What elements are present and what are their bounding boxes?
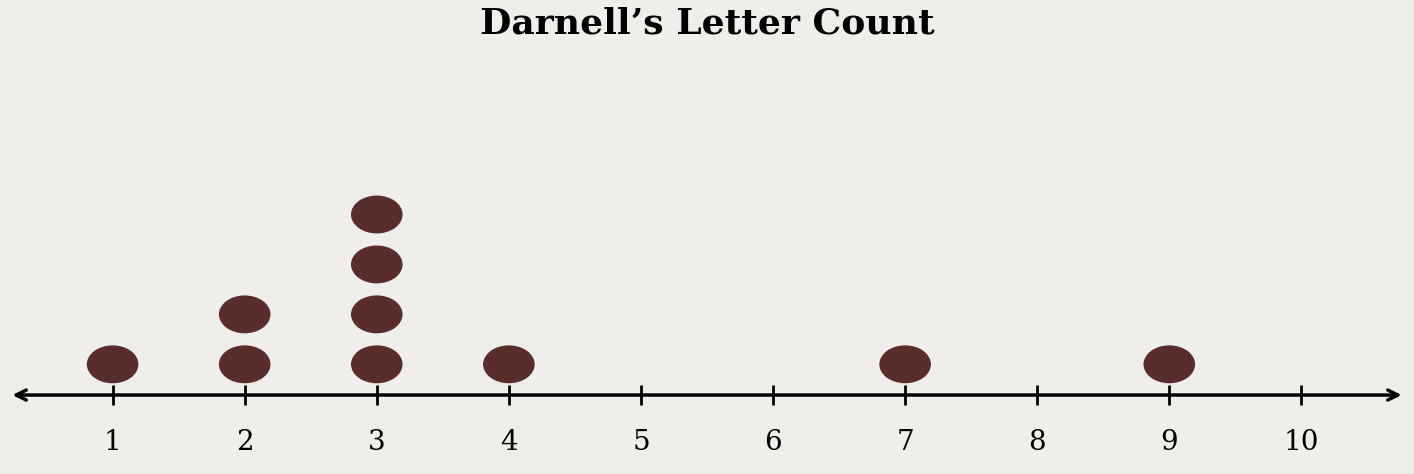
Circle shape — [352, 346, 402, 383]
Text: 8: 8 — [1028, 428, 1046, 456]
Circle shape — [484, 346, 534, 383]
Circle shape — [352, 296, 402, 333]
Text: 4: 4 — [501, 428, 518, 456]
Circle shape — [352, 246, 402, 283]
Text: 5: 5 — [632, 428, 650, 456]
Circle shape — [880, 346, 930, 383]
Text: 9: 9 — [1161, 428, 1178, 456]
Text: 3: 3 — [368, 428, 386, 456]
Circle shape — [88, 346, 137, 383]
Circle shape — [219, 346, 270, 383]
Text: 6: 6 — [764, 428, 782, 456]
Text: 1: 1 — [103, 428, 122, 456]
Title: Darnell’s Letter Count: Darnell’s Letter Count — [479, 7, 935, 41]
Circle shape — [219, 296, 270, 333]
Circle shape — [352, 196, 402, 233]
Circle shape — [1144, 346, 1195, 383]
Text: 7: 7 — [896, 428, 913, 456]
Text: 10: 10 — [1284, 428, 1319, 456]
Text: 2: 2 — [236, 428, 253, 456]
